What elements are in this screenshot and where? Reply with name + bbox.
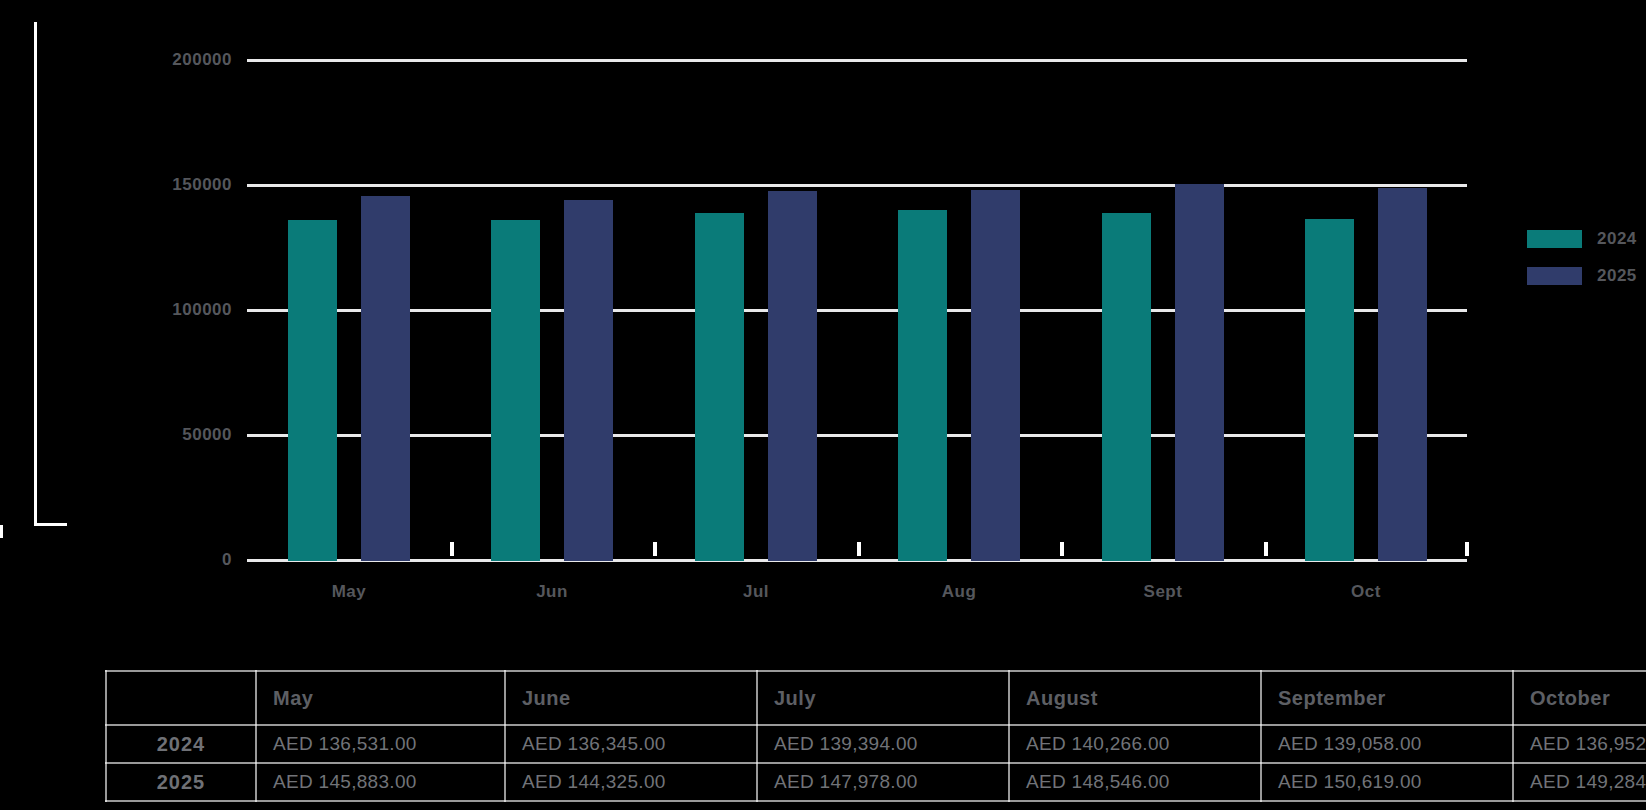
table-cell: AED 144,325.00 [505,763,757,801]
x-minor-tick [1465,542,1469,556]
table-cell: AED 149,284.00 [1513,763,1646,801]
bar-chart: 0 50000 100000 150000 200000 May Jun Jul Aug Sep… [0,0,1646,620]
table-header-october: October [1513,671,1646,725]
bar-2024-Aug [898,210,947,561]
gridline-200000 [247,59,1467,62]
table-cell: AED 136,345.00 [505,725,757,763]
legend-swatch-2024 [1527,230,1582,248]
row-label: 2024 [106,725,256,763]
bar-2024-May [288,220,337,561]
row-label: 2025 [106,763,256,801]
legend-item-2025: 2025 [1527,266,1637,286]
y-tick-label: 50000 [0,425,232,445]
x-minor-tick [1060,542,1064,556]
bar-2025-Aug [971,190,1020,561]
x-category-label: Jun [492,582,612,602]
y-tick-label: 200000 [0,50,232,70]
table-cell: AED 147,978.00 [757,763,1009,801]
x-category-label: May [289,582,409,602]
table-cell: AED 136,952.00 [1513,725,1646,763]
legend-label: 2025 [1597,266,1637,286]
table-header-blank [106,671,256,725]
table-header: MayJuneJulyAugustSeptemberOctober [106,671,1646,725]
x-category-label: Aug [899,582,1019,602]
report-page: { "background_color": "#000000", "chart_… [0,0,1646,810]
table-row-2024: 2024AED 136,531.00AED 136,345.00AED 139,… [106,725,1646,763]
y-tick-label: 0 [0,550,232,570]
gridline-50000 [247,434,1467,437]
table-header-september: September [1261,671,1513,725]
legend-label: 2024 [1597,229,1637,249]
data-table: MayJuneJulyAugustSeptemberOctober 2024AE… [105,670,1646,802]
x-minor-tick [1264,542,1268,556]
x-category-label: Jul [696,582,816,602]
x-minor-tick [450,542,454,556]
table-row-2025: 2025AED 145,883.00AED 144,325.00AED 147,… [106,763,1646,801]
table-cell: AED 136,531.00 [256,725,505,763]
legend-swatch-2025 [1527,267,1582,285]
table-cell: AED 150,619.00 [1261,763,1513,801]
table-cell: AED 139,394.00 [757,725,1009,763]
table-header-may: May [256,671,505,725]
x-minor-tick [857,542,861,556]
x-category-label: Sept [1103,582,1223,602]
gridline-150000 [247,184,1467,187]
bar-2025-Sept [1175,184,1224,561]
table-cell: AED 145,883.00 [256,763,505,801]
table-header-july: July [757,671,1009,725]
bar-2025-Oct [1378,188,1427,561]
bar-2024-Jul [695,213,744,561]
gridline-0 [247,559,1467,562]
y-tick-label: 150000 [0,175,232,195]
table-cell: AED 140,266.00 [1009,725,1261,763]
table-header-august: August [1009,671,1261,725]
bar-2024-Sept [1102,213,1151,561]
bar-2025-Jun [564,200,613,561]
gridline-100000 [247,309,1467,312]
bar-2024-Jun [491,220,540,561]
table-cell: AED 139,058.00 [1261,725,1513,763]
x-minor-tick [653,542,657,556]
y-tick-label: 100000 [0,300,232,320]
legend-item-2024: 2024 [1527,229,1637,249]
bar-2025-May [361,196,410,561]
table-cell: AED 148,546.00 [1009,763,1261,801]
x-category-label: Oct [1306,582,1426,602]
bar-2024-Oct [1305,219,1354,561]
bar-2025-Jul [768,191,817,561]
table-header-june: June [505,671,757,725]
